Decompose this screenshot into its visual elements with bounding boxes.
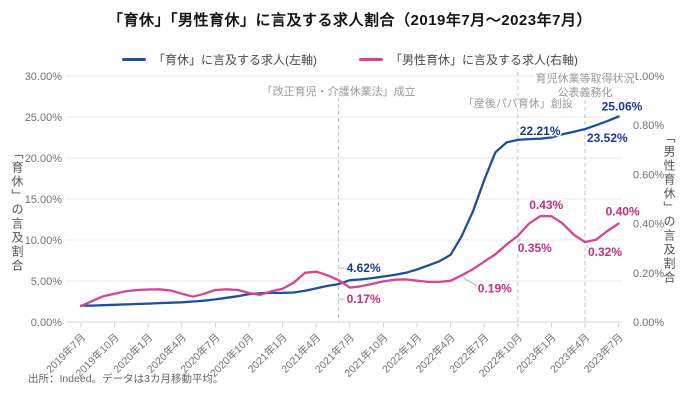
event-label: 「産後パパ育休」創設 [463,96,573,110]
y-axis-label-left: 5.00% [31,276,62,288]
y-axis-label-left: 20.00% [25,153,63,165]
page-title: 「育休」「男性育休」に言及する求人割合（2019年7月～2023年7月） [108,12,592,29]
y-axis-title-left: 「育休」の言及割合 [10,147,24,273]
legend-item-dansei-ikukyu: 「男性育休」に言及する求人(右軸) [359,51,578,68]
data-label: 0.32% [588,245,622,259]
event-label: 公表義務化 [558,85,613,99]
data-label: 23.52% [587,131,628,145]
y-axis-label-left: 0.00% [31,317,62,329]
y-axis-title-right: 「男性育休」の言及割合 [662,131,676,285]
source-note: 出所：Indeed。データは3カ月移動平均。 [28,373,224,385]
data-label: 0.19% [478,281,512,295]
legend-item-ikukyu: 「育休」に言及する求人(左軸) [122,51,317,68]
data-label: 0.43% [529,198,563,212]
y-axis-label-right: 0.00% [633,317,664,329]
data-label: 0.17% [347,292,381,306]
data-label: 22.21% [520,124,561,138]
annotation-leader [463,277,481,288]
data-label: 0.40% [606,205,640,219]
y-axis-label-left: 30.00% [25,71,63,83]
annotation-leader [586,244,591,252]
legend-label-dansei-ikukyu: 「男性育休」に言及する求人(右軸) [390,53,578,67]
legend-swatch-dansei-ikukyu [359,58,383,61]
event-label: 育児休業等取得状況 [536,71,635,85]
y-axis-label-left: 25.00% [25,112,63,124]
series-line-dansei-ikukyu [79,215,620,308]
y-axis-label-right: 0.40% [633,219,664,231]
data-label: 4.62% [347,261,381,275]
y-axis-label-left: 15.00% [25,194,63,206]
event-label: 「改正育児・介護休業法」成立 [262,84,416,98]
y-axis-label-right: 0.20% [633,268,664,280]
y-axis-label-right: 0.80% [633,120,664,132]
legend-swatch-ikukyu [122,58,146,61]
legend: 「育休」に言及する求人(左軸) 「男性育休」に言及する求人(右軸) [0,51,700,68]
y-axis-label-left: 10.00% [25,235,63,247]
y-axis-label-right: 0.60% [633,169,664,181]
series-line-ikukyu [79,115,620,307]
data-label: 25.06% [602,100,643,114]
y-axis-label-right: 1.00% [633,71,664,83]
data-label: 0.35% [518,241,552,255]
legend-label-ikukyu: 「育休」に言及する求人(左軸) [153,53,317,67]
